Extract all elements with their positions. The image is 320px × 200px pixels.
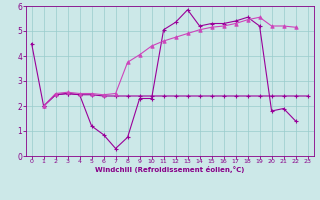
X-axis label: Windchill (Refroidissement éolien,°C): Windchill (Refroidissement éolien,°C) <box>95 166 244 173</box>
